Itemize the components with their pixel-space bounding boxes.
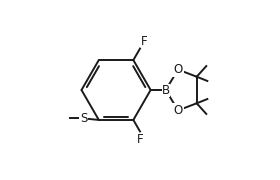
Text: B: B [162,84,170,96]
Text: F: F [141,35,148,48]
Text: O: O [174,104,183,117]
Text: S: S [80,112,87,125]
Text: O: O [174,63,183,76]
Text: F: F [137,133,143,146]
